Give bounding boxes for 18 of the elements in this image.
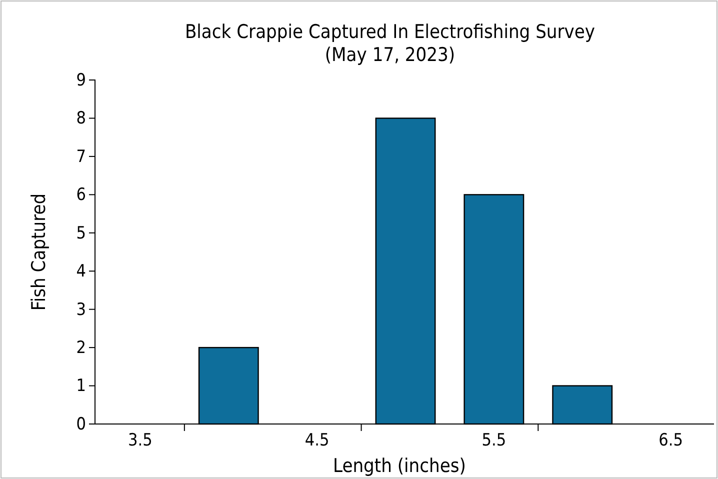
y-tick-label: 2 [76,338,86,358]
x-axis-title: Length (inches) [333,455,466,477]
x-tick-label: 4.5 [304,430,330,451]
y-axis-title: Fish Captured [28,193,50,311]
y-tick-label: 4 [76,262,86,282]
chart-subtitle: (May 17, 2023) [324,44,456,66]
y-tick-label: 3 [76,300,86,320]
y-tick-label: 0 [76,414,86,434]
y-tick-label: 1 [76,376,86,396]
x-tick-label: 6.5 [658,430,683,451]
y-tick-label: 7 [76,146,86,167]
y-tick-label: 9 [76,70,86,90]
y-tick-label: 5 [76,223,86,244]
y-tick-label: 8 [76,108,86,129]
x-tick-label: 3.5 [128,430,152,451]
chart-title: Black Crappie Captured In Electrofishing Survey [184,21,596,43]
y-tick-label: 6 [76,185,86,206]
x-tick-label: 5.5 [482,430,506,451]
